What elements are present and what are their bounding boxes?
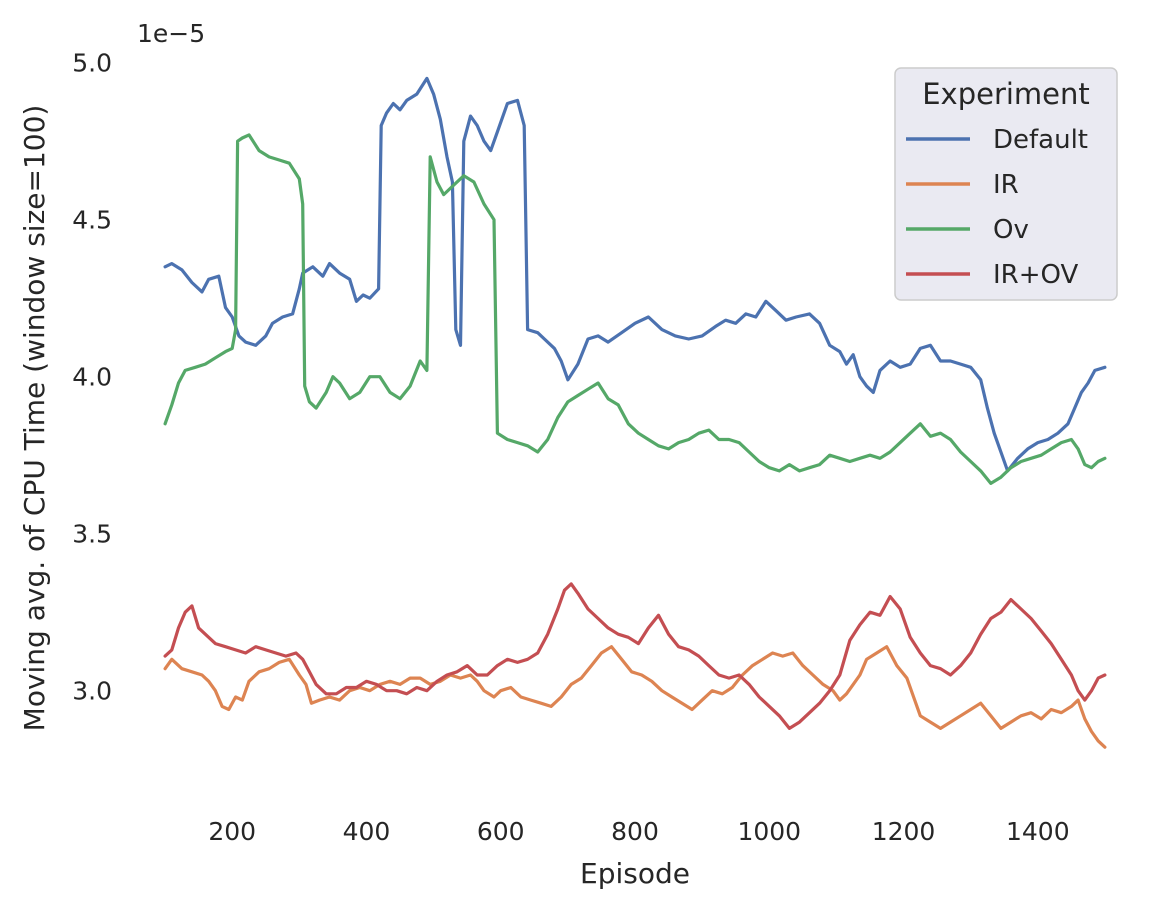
x-tick-label: 400 [343, 817, 391, 846]
x-axis-ticks: 200 400 600 800 1000 1200 1400 [208, 817, 1069, 846]
y-tick-label: 4.0 [72, 363, 112, 392]
series-line-default [163, 76, 1107, 473]
y-tick-label: 3.0 [72, 677, 112, 706]
series-layer [163, 76, 1107, 749]
y-axis-offset-label: 1e−5 [137, 19, 205, 48]
x-tick-label: 800 [611, 817, 659, 846]
x-axis-label: Episode [580, 857, 690, 890]
y-tick-label: 5.0 [72, 49, 112, 78]
y-tick-label: 3.5 [72, 520, 112, 549]
x-tick-label: 600 [477, 817, 525, 846]
legend-items: Default IR Ov IR+OV [906, 125, 1088, 290]
legend-label-ir-ov: IR+OV [993, 260, 1079, 290]
series-line-ir-ov [163, 582, 1107, 730]
legend-box [894, 67, 1118, 301]
legend-label-default: Default [993, 125, 1088, 155]
legend-label-ov: Ov [993, 215, 1029, 245]
x-tick-label: 1000 [737, 817, 801, 846]
x-tick-label: 1400 [1006, 817, 1070, 846]
legend-label-ir: IR [993, 170, 1019, 200]
y-axis-label: Moving avg. of CPU Time (window size=100… [18, 105, 51, 732]
x-tick-label: 1200 [872, 817, 936, 846]
legend-title: Experiment [922, 77, 1090, 111]
y-axis-ticks: 3.0 3.5 4.0 4.5 5.0 [72, 49, 112, 706]
legend: Experiment Default IR Ov IR+OV [894, 67, 1118, 301]
series-line-ov [163, 133, 1107, 485]
x-tick-label: 200 [208, 817, 256, 846]
y-tick-label: 4.5 [72, 206, 112, 235]
series-line-ir [163, 645, 1107, 749]
